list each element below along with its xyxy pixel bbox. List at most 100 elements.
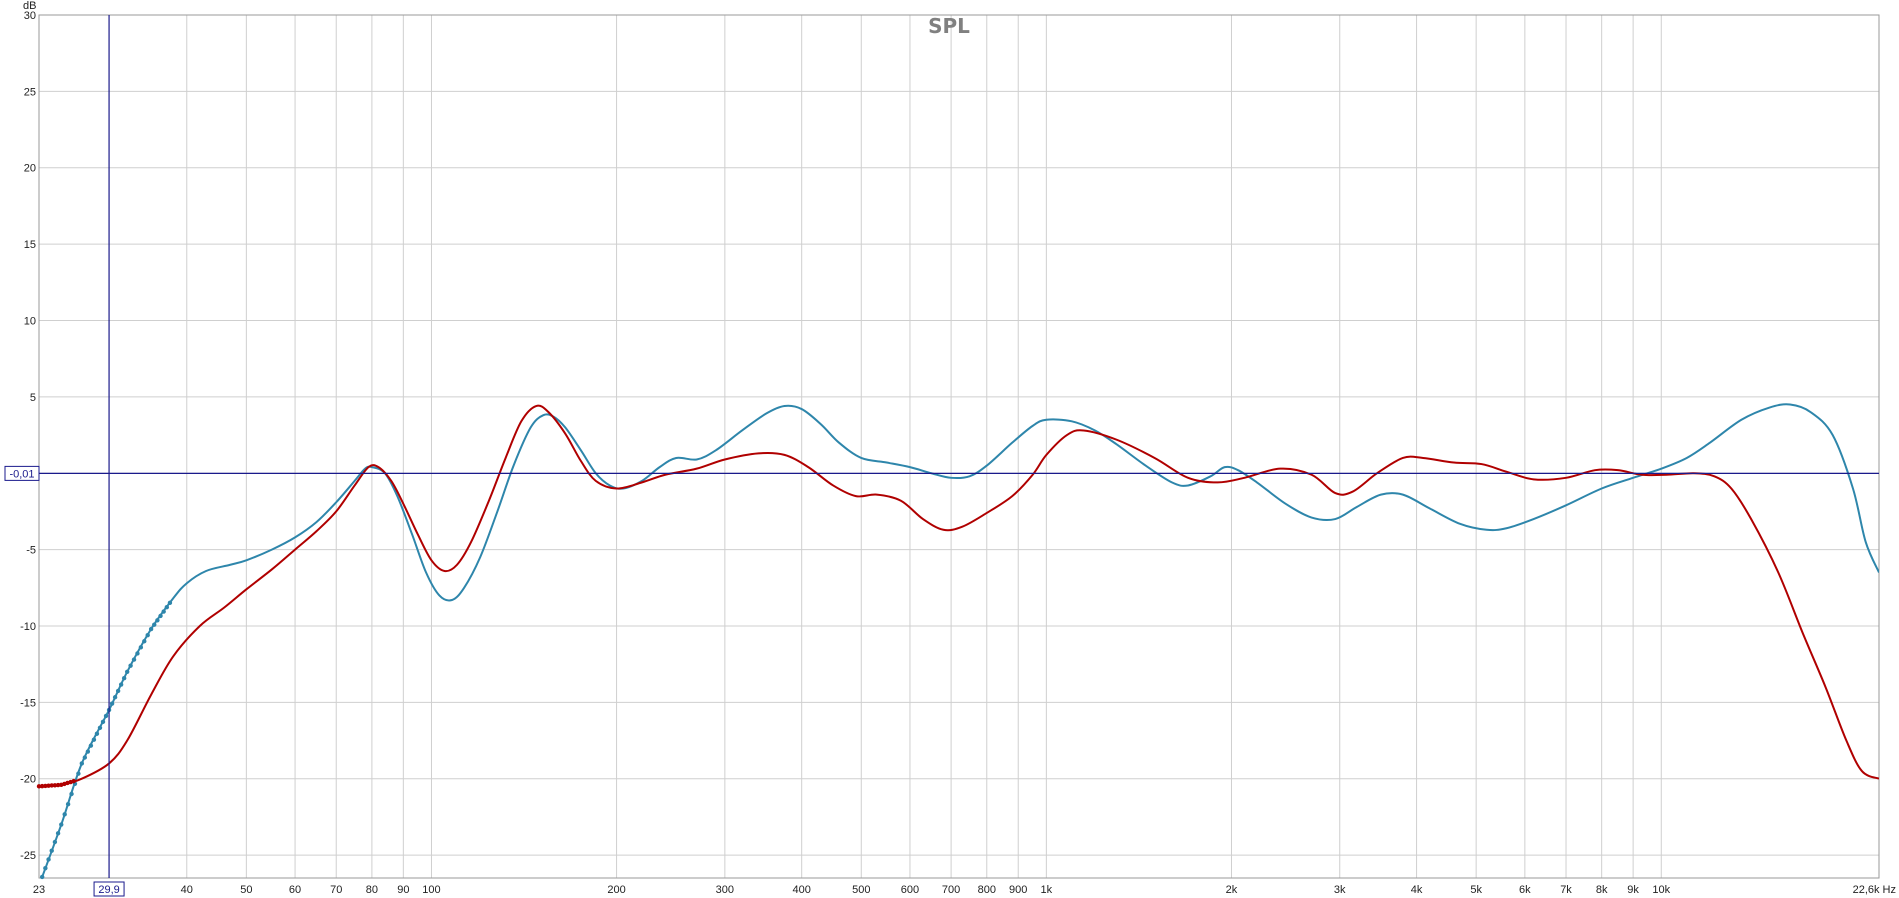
x-tick-label: 23 <box>33 884 45 896</box>
series-dot-1 <box>52 783 58 788</box>
series-dot-0 <box>148 626 154 632</box>
cursor[interactable]: -0,01 29,9 <box>4 15 1879 897</box>
series-line-1 <box>39 404 1879 788</box>
x-tick-label: 22,6k Hz <box>1853 884 1896 896</box>
x-tick-label: 6k <box>1519 884 1531 896</box>
x-tick-label: 800 <box>978 884 996 896</box>
y-tick-label: -25 <box>20 850 36 862</box>
x-tick-label: 900 <box>1009 884 1027 896</box>
x-tick-label: 40 <box>181 884 193 896</box>
x-tick-label: 200 <box>607 884 625 896</box>
series-dot-0 <box>62 812 67 817</box>
y-tick-labels: 30 25 20 15 10 5 -5 -10 -15 -20 -25 <box>20 10 36 862</box>
series-dot-0 <box>49 848 54 853</box>
x-tick-label: 60 <box>289 884 301 896</box>
cursor-x-readout: 29,9 <box>98 884 119 896</box>
series-dot-0 <box>39 874 45 880</box>
grid <box>38 14 1880 878</box>
x-tick-labels: 23 40 50 60 70 80 90 100 200 300 400 500 600 700 800 90… <box>33 884 1896 896</box>
series-dot-0 <box>142 639 147 644</box>
series-dot-0 <box>161 609 166 614</box>
y-axis-unit: dB <box>23 0 36 12</box>
series-dot-0 <box>82 755 88 760</box>
series-dot-0 <box>103 713 109 719</box>
series-dot-0 <box>100 719 106 725</box>
x-tick-label: 9k <box>1627 884 1639 896</box>
plot-frame <box>38 14 1880 879</box>
series-dot-0 <box>121 675 127 681</box>
x-tick-label: 700 <box>942 884 960 896</box>
series-dot-0 <box>79 761 85 766</box>
series-dot-0 <box>52 839 58 845</box>
series-dot-0 <box>65 801 71 807</box>
series-dot-0 <box>138 645 144 650</box>
x-tick-label: 90 <box>397 884 409 896</box>
series-dot-0 <box>128 663 133 668</box>
x-tick-label: 2k <box>1226 884 1238 896</box>
y-tick-label: -15 <box>20 697 36 709</box>
series-dot-1 <box>46 783 51 788</box>
series-dot-0 <box>167 600 173 606</box>
series-dot-1 <box>55 782 61 788</box>
series-dot-0 <box>59 822 64 827</box>
x-tick-label: 70 <box>330 884 342 896</box>
x-tick-label: 1k <box>1041 884 1053 896</box>
series-dot-1 <box>39 783 45 789</box>
series-dot-0 <box>69 791 74 797</box>
series-dot-1 <box>71 778 76 784</box>
x-tick-label: 10k <box>1652 884 1670 896</box>
series-dot-0 <box>152 622 157 627</box>
x-tick-label: 500 <box>852 884 870 896</box>
series-dot-0 <box>164 605 170 610</box>
y-tick-label: 20 <box>24 163 36 175</box>
series-layer <box>36 403 1879 880</box>
y-tick-label: 25 <box>24 86 36 98</box>
x-tick-label: 7k <box>1560 884 1572 896</box>
cursor-y-readout-box <box>4 465 40 481</box>
x-tick-label: 8k <box>1596 884 1608 896</box>
y-tick-label: 5 <box>30 392 36 404</box>
series-dot-0 <box>43 865 48 871</box>
series-dot-1 <box>36 784 42 789</box>
series-dot-1 <box>49 783 54 788</box>
y-tick-label: -5 <box>26 545 36 557</box>
y-tick-label: -10 <box>20 621 36 633</box>
cursor-y-readout: -0,01 <box>9 468 34 480</box>
x-tick-label: 5k <box>1470 884 1482 896</box>
y-tick-label: 15 <box>24 239 36 251</box>
cursor-x-readout-box <box>93 881 125 897</box>
series-dot-0 <box>145 632 150 638</box>
series-dot-0 <box>88 743 94 748</box>
x-tick-label: 50 <box>240 884 252 896</box>
series-dot-0 <box>115 688 121 694</box>
x-tick-label: 4k <box>1411 884 1423 896</box>
series-dot-0 <box>131 657 137 662</box>
series-dot-0 <box>109 701 115 706</box>
y-tick-label: 10 <box>24 315 36 327</box>
x-tick-label: 300 <box>716 884 734 896</box>
series-dot-0 <box>124 669 130 674</box>
series-dot-0 <box>155 618 160 623</box>
y-tick-label: -20 <box>20 774 36 786</box>
series-dot-0 <box>85 749 91 754</box>
series-line-0 <box>40 403 1879 878</box>
chart-title: SPL <box>928 14 970 38</box>
series-dot-0 <box>135 651 140 656</box>
series-dot-0 <box>76 771 81 776</box>
series-dot-1 <box>43 783 48 789</box>
x-tick-label: 80 <box>366 884 378 896</box>
series-dot-0 <box>55 831 61 836</box>
x-tick-label: 3k <box>1334 884 1346 896</box>
series-dot-0 <box>91 737 97 742</box>
y-tick-label: 30 <box>24 10 36 22</box>
x-tick-label: 600 <box>901 884 919 896</box>
series-dot-0 <box>46 857 51 862</box>
series-dot-0 <box>112 695 118 700</box>
x-tick-label: 400 <box>792 884 810 896</box>
series-dot-0 <box>118 682 124 687</box>
series-dot-0 <box>94 731 100 736</box>
x-tick-label: 100 <box>422 884 440 896</box>
series-dot-0 <box>158 613 163 619</box>
